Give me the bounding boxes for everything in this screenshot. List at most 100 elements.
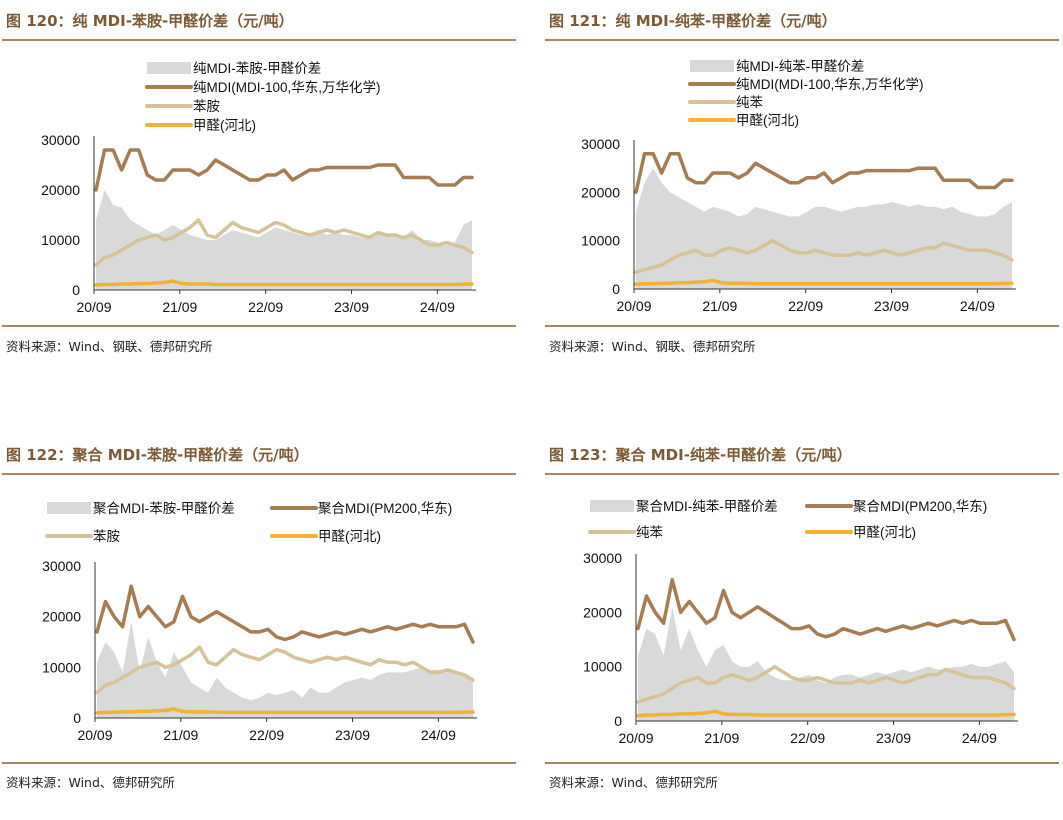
series-line [636,577,1016,642]
x-tick-label: 20/09 [618,730,653,746]
legend-item: 甲醛(河北) [688,113,799,128]
series-line [636,709,1016,718]
source-rule [545,325,1059,327]
x-tick-label: 23/09 [874,298,909,314]
chart-source: 资料来源：Wind、钢联、德邦研究所 [6,339,213,354]
legend-label: 纯MDI(MDI-100,华东,万华化学) [193,80,381,95]
legend-item: 甲醛(河北) [145,118,256,133]
chart-source: 资料来源：Wind、德邦研究所 [6,775,175,790]
x-tick-label: 24/09 [960,298,995,314]
y-tick-label: 10000 [41,232,80,248]
legend-swatch-area [47,502,91,514]
x-tick-label: 21/09 [163,727,198,743]
legend-item: 苯胺 [145,99,220,114]
series-area [96,190,472,290]
legend-item: 苯胺 [45,529,120,544]
x-tick-label: 24/09 [420,299,455,315]
x-tick-label: 20/09 [616,298,651,314]
legend-item: 聚合MDI(PM200,华东) [805,499,987,514]
x-tick-label: 21/09 [162,299,197,315]
x-tick-label: 20/09 [77,727,112,743]
chart-panel-121: 图 121：纯 MDI-纯苯-甲醛价差（元/吨） 纯MDI-纯苯-甲醛价差 纯MD… [545,6,1061,386]
legend-item: 纯MDI(MDI-100,华东,万华化学) [688,77,924,92]
y-tick-label: 20000 [581,184,620,200]
legend-label: 纯MDI-苯胺-甲醛价差 [193,61,321,76]
x-tick-label: 22/09 [790,730,825,746]
legend-label: 纯苯 [736,95,764,110]
legend-item: 纯苯 [688,95,764,110]
series-area [638,606,1014,721]
y-tick-label: 30000 [583,550,622,566]
series-line [95,707,475,715]
chart-panel-122: 图 122：聚合 MDI-苯胺-甲醛价差（元/吨） 聚合MDI-苯胺-甲醛价差聚… [2,440,518,820]
legend-label: 甲醛(河北) [736,113,799,128]
series-line [95,645,475,695]
legend-item: 聚合MDI(PM200,华东) [270,501,452,516]
chart-title: 图 123：聚合 MDI-纯苯-甲醛价差（元/吨） [549,446,852,464]
legend-swatch-area [690,60,734,72]
legend-label: 甲醛(河北) [318,529,381,544]
series-line [634,151,1014,195]
legend-label: 甲醛(河北) [853,525,916,540]
legend-label: 纯MDI(MDI-100,华东,万华化学) [736,77,924,92]
y-tick-label: 0 [614,713,622,729]
x-tick-label: 21/09 [704,730,739,746]
title-rule [545,39,1059,41]
legend-label: 聚合MDI(PM200,华东) [853,499,987,514]
legend-item: 甲醛(河北) [270,529,381,544]
x-tick-label: 22/09 [249,727,284,743]
legend-item: 甲醛(河北) [805,525,916,540]
legend-label: 聚合MDI(PM200,华东) [318,501,452,516]
x-tick-label: 22/09 [248,299,283,315]
series-area [97,621,473,718]
x-tick-label: 20/09 [76,299,111,315]
legend-item: 纯MDI(MDI-100,华东,万华化学) [145,80,381,95]
x-tick-label: 22/09 [788,298,823,314]
legend-label: 纯MDI-纯苯-甲醛价差 [736,59,864,74]
y-tick-label: 20000 [42,609,81,625]
x-tick-label: 24/09 [962,730,997,746]
legend-item: 纯MDI-苯胺-甲醛价差 [147,61,321,76]
chart-title: 图 121：纯 MDI-纯苯-甲醛价差（元/吨） [549,12,837,30]
x-tick-label: 21/09 [702,298,737,314]
legend-item: 聚合MDI-苯胺-甲醛价差 [47,501,235,516]
source-rule [2,762,516,764]
y-tick-label: 10000 [42,659,81,675]
x-tick-label: 23/09 [876,730,911,746]
y-tick-label: 0 [612,281,620,297]
title-rule [2,39,516,41]
legend-item: 纯MDI-纯苯-甲醛价差 [690,59,864,74]
series-line [95,584,475,644]
x-tick-label: 24/09 [421,727,456,743]
x-tick-label: 23/09 [335,727,370,743]
series-area [636,168,1012,289]
y-tick-label: 10000 [581,233,620,249]
y-tick-label: 0 [72,282,80,298]
series-line [94,218,474,267]
legend-item: 纯苯 [588,525,664,540]
chart-spread-polymeric-mdi-aniline: 聚合MDI-苯胺-甲醛价差 聚合MDI(PM200,华东) 苯胺 甲醛(河北) 0 100… [42,501,477,743]
chart-panel-123: 图 123：聚合 MDI-纯苯-甲醛价差（元/吨） 聚合MDI-纯苯-甲醛价差聚… [545,440,1061,820]
source-rule [2,325,516,327]
legend-label: 苯胺 [193,99,220,114]
chart-panel-120: 图 120：纯 MDI-苯胺-甲醛价差（元/吨） 纯MDI-苯胺-甲醛价差 纯MD… [2,6,518,386]
y-tick-label: 10000 [583,659,622,675]
chart-source: 资料来源：Wind、德邦研究所 [549,775,718,790]
chart-source: 资料来源：Wind、钢联、德邦研究所 [549,339,756,354]
series-line [636,664,1016,704]
series-line [94,148,474,192]
title-rule [545,473,1059,475]
legend-label: 甲醛(河北) [193,118,256,133]
series-line [94,279,474,287]
y-tick-label: 30000 [41,132,80,148]
y-tick-label: 30000 [42,558,81,574]
y-tick-label: 0 [73,710,81,726]
chart-title: 图 120：纯 MDI-苯胺-甲醛价差（元/吨） [6,12,294,30]
y-tick-label: 30000 [581,136,620,152]
title-rule [2,473,516,475]
legend-swatch-area [147,62,191,74]
legend-label: 聚合MDI-苯胺-甲醛价差 [93,501,235,516]
chart-spread-polymeric-mdi-benzene: 聚合MDI-纯苯-甲醛价差 聚合MDI(PM200,华东) 纯苯 甲醛(河北) 0 100… [583,499,1018,746]
